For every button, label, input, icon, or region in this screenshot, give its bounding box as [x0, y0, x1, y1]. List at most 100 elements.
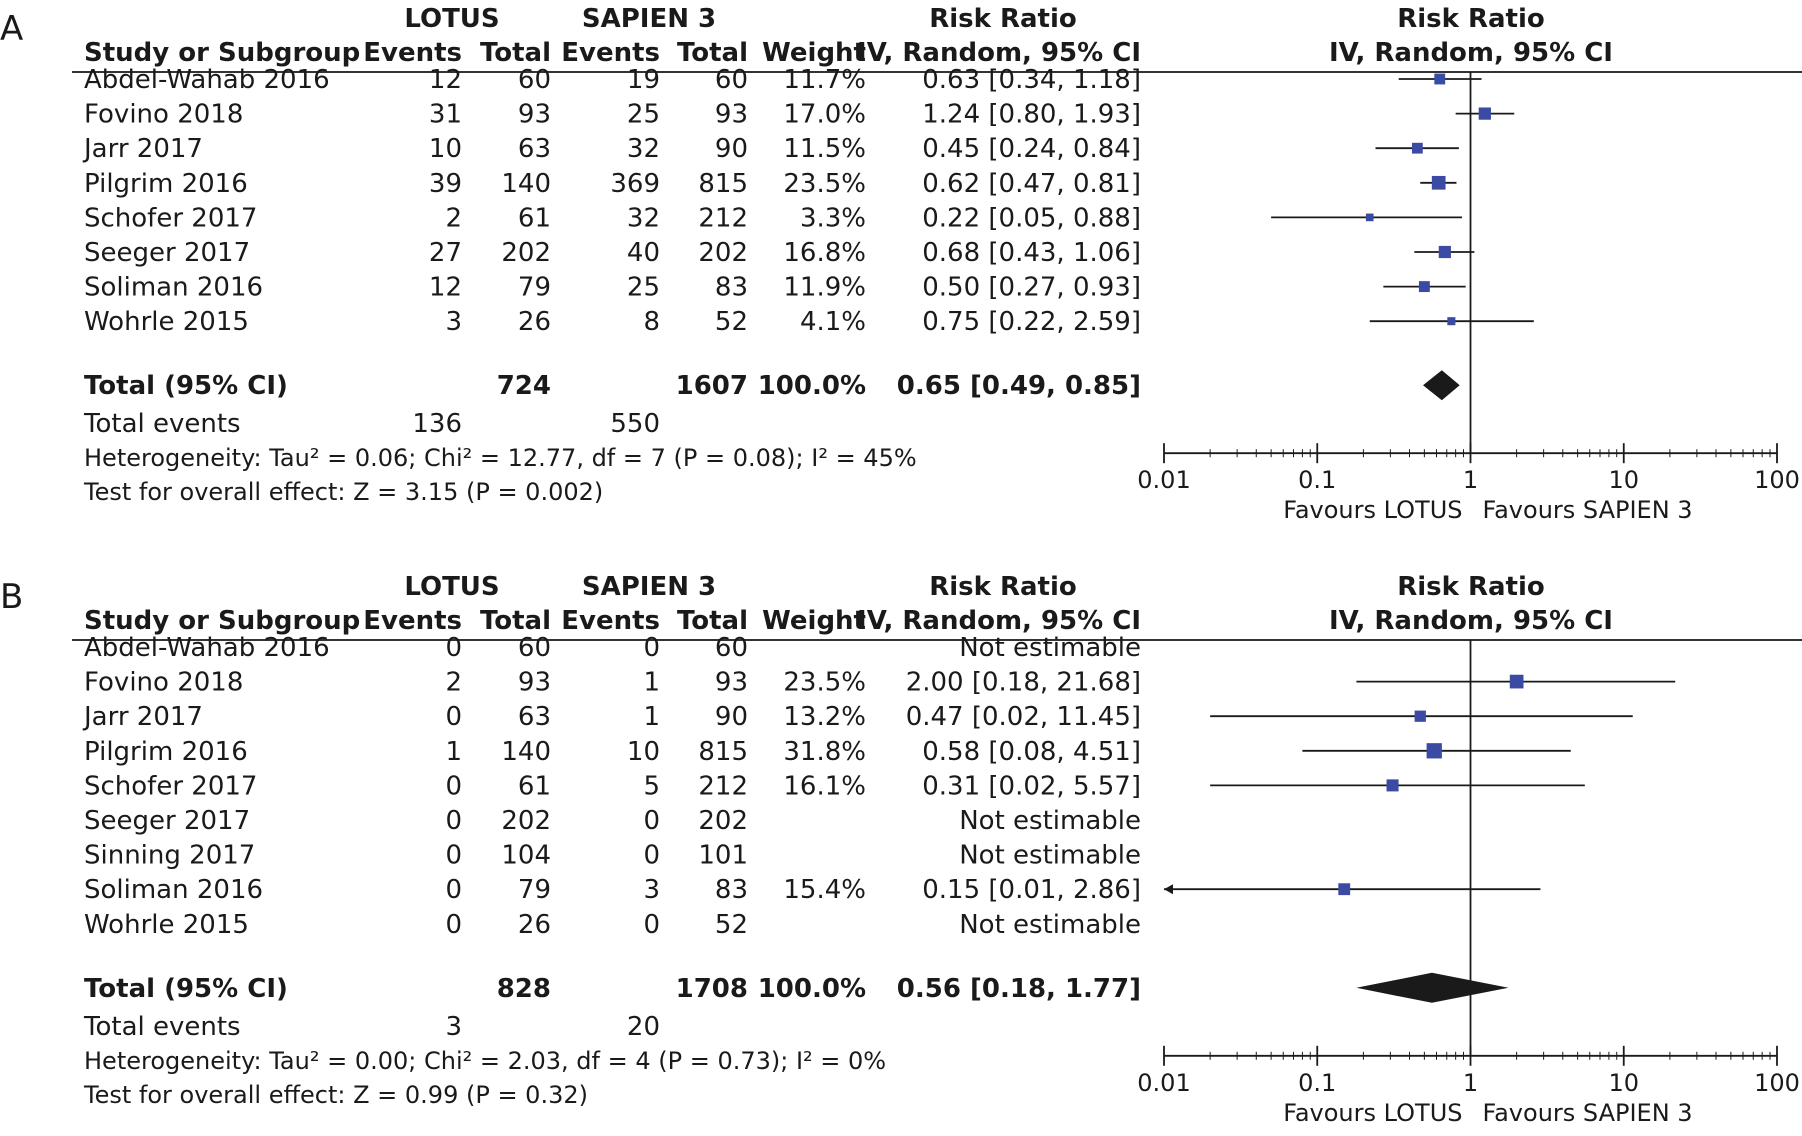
panel-b-events1-cell: 2 — [445, 668, 462, 698]
panel-b-weight-cell: 23.5% — [783, 668, 866, 698]
panel-b-total2-cell: 93 — [715, 668, 748, 698]
panel-b-total2-cell: 83 — [715, 875, 748, 905]
panel-b-events2-cell: 10 — [627, 737, 660, 767]
panel-a-weight-cell: 11.5% — [783, 134, 866, 164]
panel-a-total1-cell: 93 — [518, 100, 551, 130]
panel-a-total1-cell: 202 — [501, 238, 551, 268]
panel-b-total2-cell: 202 — [698, 806, 748, 836]
panel-a-weight-cell: 3.3% — [800, 203, 866, 233]
panel-b-total2-cell: 52 — [715, 910, 748, 940]
panel-b-study-name: Schofer 2017 — [84, 771, 257, 801]
panel-b-total1-cell: 202 — [501, 806, 551, 836]
panel-b-total-ci: 0.56 [0.18, 1.77] — [897, 974, 1141, 1004]
panel-b-events1-cell: 0 — [445, 771, 462, 801]
panel-b-total2-cell: 212 — [698, 771, 748, 801]
panel-b-total1-column-header: Total — [480, 606, 551, 636]
panel-a-total-label: Total (95% CI) — [84, 371, 288, 401]
panel-a-total-events-label: Total events — [83, 409, 241, 439]
panel-a-events2-cell: 40 — [627, 238, 660, 268]
panel-a-study-name: Abdel-Wahab 2016 — [84, 65, 330, 95]
panel-b-plot-header: Risk Ratio — [1397, 572, 1545, 602]
panel-b-weight-cell: 31.8% — [783, 737, 866, 767]
panel-b-total1-sum: 828 — [497, 974, 551, 1004]
panel-b-group1-header: LOTUS — [404, 572, 499, 602]
panel-a-events2-column-header: Events — [561, 38, 660, 68]
panel-a-total2-cell: 52 — [715, 307, 748, 337]
panel-b-effect-marker — [1509, 674, 1524, 689]
panel-b-summary-diamond — [1356, 972, 1509, 1003]
panel-a-effect-marker — [1434, 73, 1446, 85]
panel-b-favours-right: Favours SAPIEN 3 — [1483, 1099, 1693, 1127]
panel-b-ci-cell: 2.00 [0.18, 21.68] — [906, 668, 1141, 698]
panel-a-study-name: Pilgrim 2016 — [84, 169, 248, 199]
panel-a-weight-column-header: Weight — [762, 38, 866, 68]
panel-a-weight-cell: 11.7% — [783, 65, 866, 95]
panel-b-group2-header: SAPIEN 3 — [582, 572, 716, 602]
panel-a-effect-header: Risk Ratio — [929, 4, 1077, 34]
panel-b-study-name: Wohrle 2015 — [84, 910, 249, 940]
panel-a-total2-cell: 83 — [715, 273, 748, 303]
panel-b-events1-column-header: Events — [363, 606, 462, 636]
panel-a-study-name: Schofer 2017 — [84, 203, 257, 233]
panel-b-effect-marker — [1414, 710, 1426, 722]
panel-b-events2-column-header: Events — [561, 606, 660, 636]
panel-a-ci-cell: 0.45 [0.24, 0.84] — [922, 134, 1141, 164]
panel-a-x-tick-label: 1 — [1463, 466, 1478, 494]
panel-b-total2-column-header: Total — [677, 606, 748, 636]
panel-b-total1-cell: 93 — [518, 668, 551, 698]
panel-a-events1-column-header: Events — [363, 38, 462, 68]
panel-a-study-name: Soliman 2016 — [84, 273, 263, 303]
panel-a-total2-sum: 1607 — [676, 371, 748, 401]
panel-a-label: A — [0, 9, 23, 49]
panel-a-ci-cell: 0.50 [0.27, 0.93] — [922, 273, 1141, 303]
panel-b-x-tick-label: 10 — [1608, 1069, 1639, 1097]
panel-b-ci-cell: 0.15 [0.01, 2.86] — [922, 875, 1141, 905]
panel-b-events2-cell: 5 — [643, 771, 660, 801]
panel-a-favours-right: Favours SAPIEN 3 — [1483, 496, 1693, 524]
panel-a-study-name: Fovino 2018 — [84, 100, 243, 130]
panel-a-total2-cell: 212 — [698, 203, 748, 233]
panel-b-effect-marker — [1426, 743, 1442, 759]
panel-b-x-tick-label: 1 — [1463, 1069, 1478, 1097]
panel-b-events2-cell: 3 — [643, 875, 660, 905]
panel-b-weight-cell: 15.4% — [783, 875, 866, 905]
panel-b-study-name: Jarr 2017 — [82, 702, 203, 732]
panel-b-x-tick-label: 100 — [1754, 1069, 1800, 1097]
panel-b-ci-cell: 0.58 [0.08, 4.51] — [922, 737, 1141, 767]
panel-a-group2-header: SAPIEN 3 — [582, 4, 716, 34]
panel-a-total-weight: 100.0% — [758, 371, 866, 401]
panel-a-summary-diamond — [1423, 370, 1460, 401]
panel-b-ci-cell: 0.31 [0.02, 5.57] — [922, 771, 1141, 801]
panel-b-x-tick-label: 0.1 — [1298, 1069, 1336, 1097]
panel-a-total2-cell: 60 — [715, 65, 748, 95]
panel-a-plot-header: Risk Ratio — [1397, 4, 1545, 34]
panel-a-x-tick-label: 100 — [1754, 466, 1800, 494]
panel-a-ci-cell: 1.24 [0.80, 1.93] — [922, 100, 1141, 130]
panel-b-events1-cell: 1 — [445, 737, 462, 767]
panel-b-x-tick-label: 0.01 — [1137, 1069, 1190, 1097]
panel-a-effect-method-header: IV, Random, 95% CI — [857, 38, 1141, 68]
panel-a-effect-marker — [1411, 142, 1423, 154]
panel-b-total-label: Total (95% CI) — [84, 974, 288, 1004]
panel-b-overall-effect-text: Test for overall effect: Z = 0.99 (P = 0… — [83, 1081, 588, 1109]
panel-b-events1-cell: 0 — [445, 875, 462, 905]
panel-a-x-tick-label: 0.01 — [1137, 466, 1190, 494]
panel-b-events1-cell: 0 — [445, 702, 462, 732]
panel-a-events1-cell: 3 — [445, 307, 462, 337]
panel-b-study-name: Soliman 2016 — [84, 875, 263, 905]
panel-b-total1-cell: 104 — [501, 841, 551, 871]
panel-b-events2-cell: 0 — [643, 841, 660, 871]
panel-b-total1-cell: 61 — [518, 771, 551, 801]
panel-a-effect-marker — [1447, 317, 1456, 326]
panel-b-total2-cell: 90 — [715, 702, 748, 732]
panel-b-total-events2: 20 — [627, 1012, 660, 1042]
panel-a-total-events1: 136 — [412, 409, 462, 439]
panel-b-events2-cell: 0 — [643, 910, 660, 940]
panel-b-effect-method-header: IV, Random, 95% CI — [857, 606, 1141, 636]
panel-b-favours-left: Favours LOTUS — [1283, 1099, 1462, 1127]
panel-a-events2-cell: 25 — [627, 273, 660, 303]
panel-a-ci-cell: 0.62 [0.47, 0.81] — [922, 169, 1141, 199]
panel-a-total1-cell: 63 — [518, 134, 551, 164]
panel-a-events2-cell: 8 — [643, 307, 660, 337]
